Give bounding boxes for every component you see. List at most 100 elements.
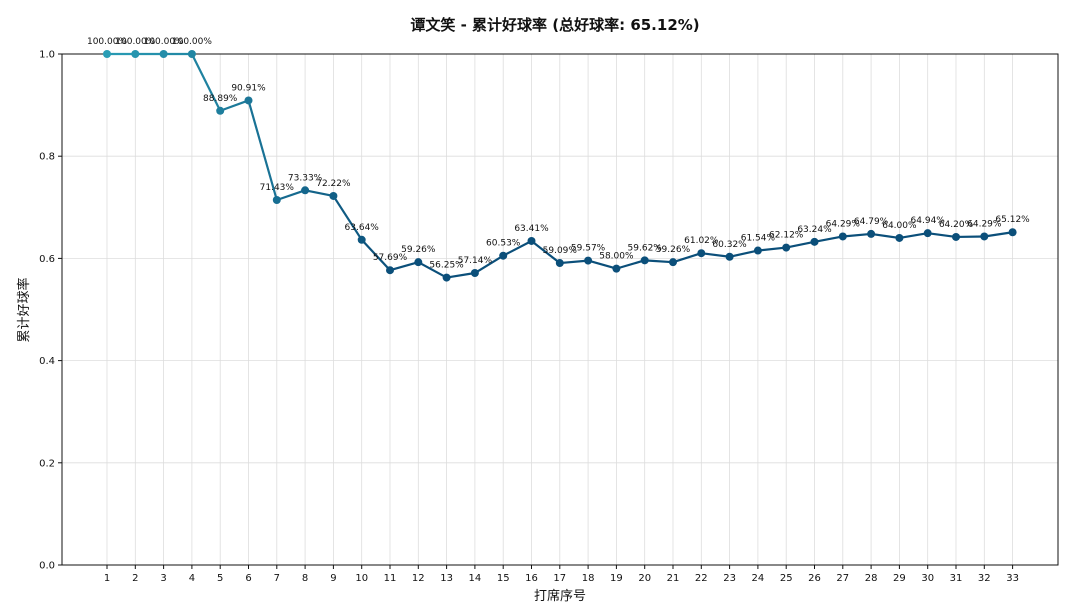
data-label: 100.00% xyxy=(172,37,212,47)
x-tick-label: 19 xyxy=(610,573,623,584)
x-tick-label: 14 xyxy=(469,573,482,584)
data-point xyxy=(669,258,677,267)
line-segment xyxy=(615,259,646,270)
line-segment xyxy=(841,232,873,238)
x-tick-label: 7 xyxy=(274,573,280,584)
line-segment xyxy=(785,240,816,249)
y-tick-label: 0.8 xyxy=(39,152,55,163)
x-tick-label: 27 xyxy=(836,573,849,584)
line-segment xyxy=(304,189,335,198)
x-tick-label: 12 xyxy=(412,573,425,584)
y-axis-label: 累计好球率 xyxy=(16,277,32,342)
data-label: 100.00% xyxy=(115,37,155,47)
x-tick-label: 3 xyxy=(160,573,166,584)
data-labels: 100.00%100.00%100.00%100.00%88.89%90.91%… xyxy=(87,37,1030,271)
data-label: 64.29% xyxy=(826,219,861,229)
x-tick-label: 29 xyxy=(893,573,906,584)
data-label: 60.32% xyxy=(712,240,747,250)
data-point xyxy=(244,96,253,105)
data-label: 57.69% xyxy=(373,253,408,263)
data-label: 64.20% xyxy=(939,220,974,230)
line-segment xyxy=(332,194,363,241)
data-label: 90.91% xyxy=(231,83,266,93)
x-tick-label: 13 xyxy=(440,573,453,584)
data-label: 65.12% xyxy=(995,215,1030,225)
x-tick-label: 10 xyxy=(355,573,368,584)
data-point xyxy=(301,186,310,195)
data-point xyxy=(159,50,168,58)
x-tick-label: 1 xyxy=(104,573,110,584)
data-point xyxy=(1008,228,1017,237)
data-label: 59.26% xyxy=(656,245,691,255)
data-point xyxy=(357,235,366,244)
y-tick-label: 0.2 xyxy=(39,458,55,469)
y-axis: 0.0 0.2 0.4 0.6 0.8 1.0 xyxy=(39,50,62,572)
data-label: 63.24% xyxy=(797,225,832,235)
data-label: 64.94% xyxy=(911,216,946,226)
data-point xyxy=(697,249,706,258)
x-tick-label: 11 xyxy=(384,573,397,584)
data-point xyxy=(470,269,479,278)
data-label: 59.57% xyxy=(571,244,606,254)
data-point xyxy=(725,252,734,261)
line-segment xyxy=(671,252,703,264)
line-segment xyxy=(502,239,533,257)
line-segment xyxy=(700,252,731,258)
x-tick-label: 26 xyxy=(808,573,821,584)
line-segment xyxy=(869,232,901,240)
data-point xyxy=(782,243,791,252)
line-segment xyxy=(756,246,788,252)
data-point xyxy=(499,251,508,260)
line-segment xyxy=(445,271,476,279)
line-segment xyxy=(360,238,392,272)
series-line xyxy=(105,52,1014,279)
x-axis-label: 打席序号 xyxy=(534,588,586,604)
y-tick-label: 0.6 xyxy=(39,254,55,265)
data-label: 59.09% xyxy=(543,246,578,256)
x-tick-label: 8 xyxy=(302,573,308,584)
x-tick-label: 4 xyxy=(189,573,195,584)
x-tick-label: 31 xyxy=(950,573,963,584)
x-tick-label: 21 xyxy=(667,573,680,584)
line-segment xyxy=(247,99,278,202)
data-label: 64.00% xyxy=(882,221,917,231)
x-tick-label: 15 xyxy=(497,573,510,584)
x-tick-label: 33 xyxy=(1006,573,1019,584)
x-tick-label: 23 xyxy=(723,573,736,584)
x-tick-label: 2 xyxy=(132,573,138,584)
data-label: 61.54% xyxy=(741,234,776,244)
y-tick-label: 0.4 xyxy=(39,356,55,367)
data-point xyxy=(810,237,819,246)
data-point xyxy=(329,191,338,200)
grid xyxy=(62,53,1058,566)
data-point xyxy=(584,256,593,265)
x-tick-label: 16 xyxy=(525,573,538,584)
series-points xyxy=(103,50,1017,282)
data-label: 62.12% xyxy=(769,231,804,241)
data-label: 72.22% xyxy=(316,179,351,189)
data-point xyxy=(216,106,225,115)
x-tick-label: 18 xyxy=(582,573,595,584)
data-point xyxy=(386,266,394,275)
data-point xyxy=(753,246,762,255)
x-tick-label: 24 xyxy=(752,573,765,584)
x-tick-label: 32 xyxy=(978,573,991,584)
x-axis: 1 2 3 4 5 6 7 8 9 10 11 12 13 14 15 16 17 18 19 20 21 22 23 24 2… xyxy=(104,565,1019,584)
data-label: 64.29% xyxy=(967,219,1002,229)
data-point xyxy=(527,236,536,245)
x-tick-label: 22 xyxy=(695,573,708,584)
data-label: 59.62% xyxy=(628,243,663,253)
data-point xyxy=(555,259,564,268)
data-point xyxy=(187,50,196,58)
x-tick-label: 9 xyxy=(330,573,336,584)
x-tick-label: 28 xyxy=(865,573,878,584)
line-segment xyxy=(643,259,675,264)
data-point xyxy=(952,232,960,241)
y-tick-label: 1.0 xyxy=(39,50,55,61)
line-segment xyxy=(473,254,505,275)
data-point xyxy=(980,232,989,241)
chart-title: 谭文笑 - 累计好球率 (总好球率: 65.12%) xyxy=(410,16,699,34)
x-tick-label: 30 xyxy=(921,573,934,584)
x-tick-label: 6 xyxy=(245,573,251,584)
x-tick-label: 20 xyxy=(638,573,651,584)
